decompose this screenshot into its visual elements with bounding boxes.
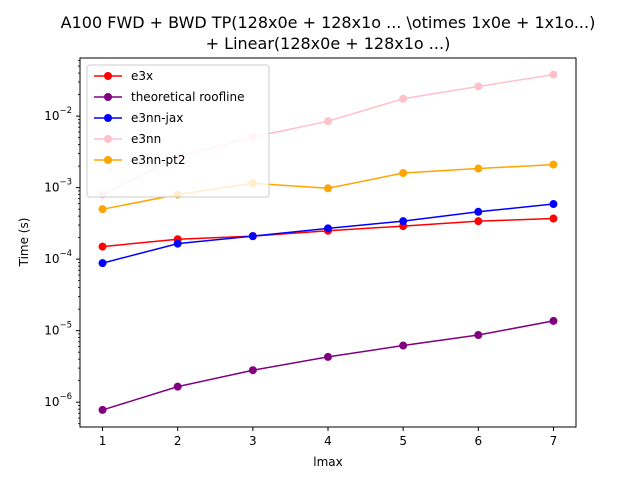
- y-axis-ticks: 10−610−510−410−310−2: [44, 60, 80, 425]
- x-tick-label: 7: [550, 434, 558, 448]
- data-point: [324, 352, 332, 361]
- legend-marker: [104, 156, 112, 164]
- data-point: [399, 217, 408, 226]
- legend-item: e3x: [94, 69, 153, 83]
- y-tick-base: 10: [44, 181, 59, 195]
- data-point: [248, 366, 257, 375]
- legend-frame: [86, 64, 270, 198]
- data-point: [399, 341, 408, 350]
- legend: e3x theoretical roofline e3nn-jax e3nn e3nn-…: [86, 64, 270, 198]
- data-point: [98, 405, 107, 414]
- legend-label: e3x: [131, 69, 153, 83]
- y-tick-label: 10−2: [44, 106, 72, 123]
- data-point: [549, 200, 558, 209]
- y-tick-exponent: −2: [59, 106, 72, 116]
- y-tick-exponent: −5: [59, 321, 72, 331]
- chart-title-line-1: A100 FWD + BWD TP(128x0e + 128x1o ... \o…: [61, 13, 596, 32]
- y-tick-label: 10−6: [44, 392, 72, 409]
- data-point: [549, 316, 558, 325]
- data-point: [324, 117, 332, 126]
- data-point: [248, 232, 257, 241]
- legend-label: e3nn-pt2: [131, 153, 186, 167]
- x-tick-label: 5: [399, 434, 407, 448]
- y-tick-exponent: −6: [59, 392, 72, 402]
- data-point: [98, 205, 107, 214]
- y-tick-exponent: −3: [59, 178, 72, 188]
- data-point: [474, 82, 483, 91]
- x-tick-label: 3: [249, 434, 257, 448]
- y-tick-base: 10: [44, 395, 59, 409]
- data-point: [474, 207, 483, 216]
- data-point: [549, 160, 558, 169]
- y-tick-base: 10: [44, 324, 59, 338]
- data-point: [549, 214, 558, 223]
- y-tick-label: 10−3: [44, 178, 72, 195]
- data-point: [98, 242, 107, 251]
- y-tick-label: 10−4: [44, 249, 72, 266]
- x-axis-label: lmax: [313, 455, 342, 469]
- legend-label: e3nn: [131, 132, 161, 146]
- x-tick-label: 1: [99, 434, 107, 448]
- y-axis-label: Time (s): [17, 218, 31, 268]
- x-tick-label: 4: [324, 434, 332, 448]
- data-point: [399, 94, 408, 103]
- data-point: [324, 184, 332, 193]
- legend-marker: [104, 135, 112, 143]
- legend-label: theoretical roofline: [131, 90, 244, 104]
- legend-marker: [104, 93, 112, 101]
- legend-label: e3nn-jax: [131, 111, 183, 125]
- legend-item: theoretical roofline: [94, 90, 244, 104]
- legend-marker: [104, 114, 112, 122]
- legend-item: e3nn: [94, 132, 161, 146]
- y-tick-base: 10: [44, 109, 59, 123]
- data-point: [474, 164, 483, 173]
- y-tick-base: 10: [44, 252, 59, 266]
- data-point: [474, 331, 483, 340]
- data-point: [98, 259, 107, 268]
- x-axis-ticks: 1 2 3 4 5 6 7: [99, 427, 558, 448]
- legend-item: e3nn-pt2: [94, 153, 186, 167]
- data-point: [324, 224, 332, 233]
- series-1: [98, 316, 558, 414]
- x-tick-label: 2: [174, 434, 182, 448]
- chart-title-line-2: + Linear(128x0e + 128x1o ...): [206, 34, 451, 53]
- y-tick-label: 10−5: [44, 321, 72, 338]
- legend-items: e3x theoretical roofline e3nn-jax e3nn e3nn-…: [94, 69, 244, 167]
- x-tick-label: 6: [474, 434, 482, 448]
- data-point: [173, 382, 182, 391]
- data-point: [474, 217, 483, 226]
- data-point: [399, 169, 408, 178]
- legend-marker: [104, 72, 112, 80]
- series-2: [98, 200, 558, 268]
- data-point: [549, 70, 558, 79]
- legend-item: e3nn-jax: [94, 111, 183, 125]
- data-point: [173, 239, 182, 248]
- y-tick-exponent: −4: [59, 249, 72, 259]
